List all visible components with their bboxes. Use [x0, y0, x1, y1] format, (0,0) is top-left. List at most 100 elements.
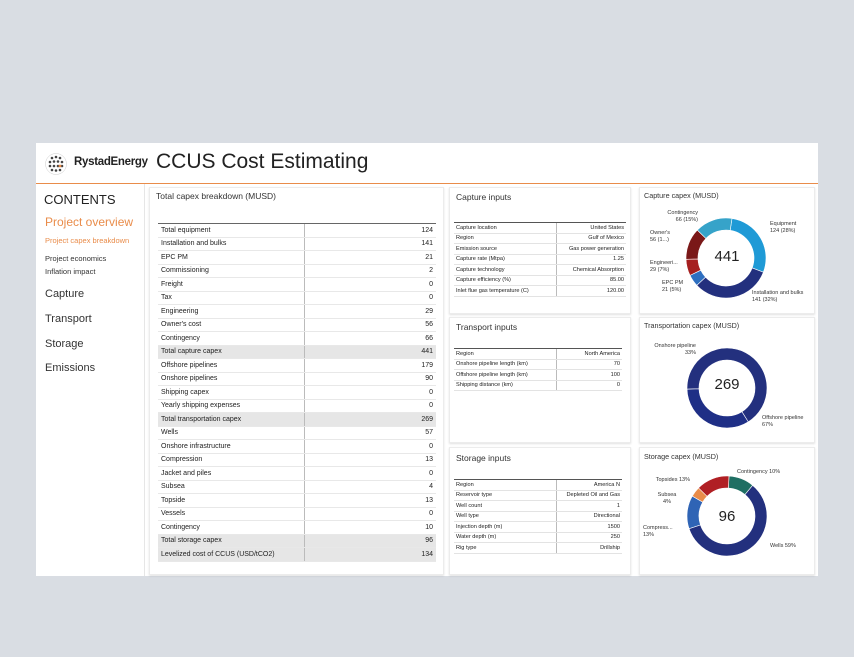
storage-inputs-table: Region America N Reservoir type Depleted Oi… — [454, 479, 622, 554]
row-label: Capture rate (Mtpa) — [454, 254, 557, 265]
row-label: Total capture capex — [158, 345, 305, 359]
row-label: Engineering — [158, 304, 305, 319]
nav-project-economics[interactable]: Project economics — [45, 254, 107, 263]
row-value: Gas power generation — [556, 243, 626, 255]
row-label: Capture efficiency (%) — [454, 275, 557, 286]
donut-slice — [696, 217, 733, 239]
table-row: Jacket and piles 0 — [158, 466, 436, 481]
row-label: EPC PM — [158, 250, 305, 265]
app-window: RystadEnergy CCUS Cost Estimating CONTEN… — [36, 143, 818, 576]
row-value: Drillship — [556, 542, 622, 554]
table-row: Well type Directional — [454, 511, 622, 522]
table-row: Emission source Gas power generation — [454, 243, 626, 255]
table-row: Capture efficiency (%) 85.00 — [454, 275, 626, 286]
row-label: Region — [454, 479, 557, 491]
contents-nav: CONTENTS Project overview Project capex … — [36, 184, 145, 576]
nav-storage[interactable]: Storage — [45, 338, 84, 350]
transport-capex-chart-panel: Transportation capex (MUSD) 269 Onshore … — [639, 317, 815, 443]
nav-project-overview[interactable]: Project overview — [45, 215, 134, 229]
header: RystadEnergy CCUS Cost Estimating — [36, 143, 818, 184]
table-row: Tax 0 — [158, 291, 436, 305]
row-label: Jacket and piles — [158, 466, 305, 481]
storage-capex-title: Storage capex (MUSD) — [644, 452, 719, 461]
nav-project-capex-breakdown[interactable]: Project capex breakdown — [45, 236, 130, 245]
row-value: 250 — [556, 532, 622, 543]
row-label: Total transportation capex — [158, 412, 305, 427]
label-installation: Installation and bulks 141 (32%) — [752, 290, 804, 303]
row-label: Installation and bulks — [158, 237, 305, 251]
row-value: 13 — [304, 453, 436, 467]
label-storage-contingency: Contingency 10% — [737, 469, 781, 475]
row-value: 0 — [304, 399, 436, 413]
nav-capture[interactable]: Capture — [45, 288, 85, 300]
table-row: Total equipment 124 — [158, 223, 436, 238]
capex-breakdown-panel: Total capex breakdown (MUSD) Total equip… — [149, 187, 444, 575]
row-label: Onshore pipeline length (km) — [454, 359, 557, 370]
row-value: Directional — [556, 511, 622, 522]
storage-inputs-panel: Storage inputs Region America N Reservoir … — [449, 447, 631, 575]
row-value: 124 — [304, 223, 436, 238]
transport-inputs-table: Region North America Onshore pipeline leng… — [454, 348, 622, 391]
row-label: Shipping capex — [158, 385, 305, 400]
rystad-logo-icon — [45, 153, 67, 175]
row-label: Total equipment — [158, 223, 305, 238]
table-row: Offshore pipelines 179 — [158, 358, 436, 373]
row-value: Depleted Oil and Gas — [556, 490, 622, 501]
table-row: Commissioning 2 — [158, 264, 436, 278]
row-label: Rig type — [454, 542, 557, 554]
row-value: 2 — [304, 264, 436, 278]
label-owners: Owner's 56 (1...) — [650, 230, 670, 243]
nav-emissions[interactable]: Emissions — [45, 362, 96, 374]
row-value: 10 — [304, 520, 436, 535]
row-value: 4 — [304, 480, 436, 494]
table-row: Capture technology Chemical Absorption — [454, 264, 626, 276]
table-row: Offshore pipeline length (km) 100 — [454, 369, 622, 381]
row-value: 96 — [304, 534, 436, 548]
row-value: 0 — [304, 439, 436, 454]
capture-capex-donut — [685, 217, 767, 299]
table-row: Inlet flue gas temperature (C) 120.00 — [454, 285, 626, 297]
table-row: Owner's cost 56 — [158, 318, 436, 332]
row-value: 441 — [304, 345, 436, 359]
row-value: 66 — [304, 331, 436, 346]
row-value: 1500 — [556, 521, 622, 533]
table-row: Yearly shipping expenses 0 — [158, 399, 436, 413]
table-row: Contingency 66 — [158, 331, 436, 346]
capex-breakdown-title: Total capex breakdown (MUSD) — [156, 191, 276, 201]
table-row: Onshore pipelines 90 — [158, 372, 436, 386]
table-row: Total capture capex 441 — [158, 345, 436, 359]
row-label: Levelized cost of CCUS (USD/tCO2) — [158, 547, 305, 562]
row-label: Freight — [158, 277, 305, 292]
row-value: 70 — [556, 359, 622, 370]
row-label: Inlet flue gas temperature (C) — [454, 285, 557, 297]
row-value: 13 — [304, 493, 436, 508]
row-value: Chemical Absorption — [556, 264, 626, 276]
table-row: Installation and bulks 141 — [158, 237, 436, 251]
nav-inflation-impact[interactable]: Inflation impact — [45, 267, 96, 276]
row-value: 1 — [556, 500, 622, 512]
table-row: Region America N — [454, 479, 622, 491]
donut-slice — [686, 347, 768, 423]
storage-inputs-title: Storage inputs — [456, 453, 511, 463]
row-value: 0 — [304, 466, 436, 481]
table-row: Capture location United States — [454, 222, 626, 234]
capture-inputs-table: Capture location United States Region Gulf … — [454, 222, 626, 297]
contents-heading: CONTENTS — [44, 192, 116, 207]
row-label: Offshore pipeline length (km) — [454, 369, 557, 381]
table-row: Freight 0 — [158, 277, 436, 292]
row-label: Contingency — [158, 331, 305, 346]
table-row: Total storage capex 96 — [158, 534, 436, 548]
label-subsea: Subsea 4% — [657, 492, 677, 505]
table-row: Levelized cost of CCUS (USD/tCO2) 134 — [158, 547, 436, 562]
nav-transport[interactable]: Transport — [45, 313, 92, 325]
row-value: America N — [556, 479, 622, 491]
row-label: Subsea — [158, 480, 305, 494]
row-value: 29 — [304, 304, 436, 319]
label-epc-pm: EPC PM 21 (5%) — [662, 280, 684, 293]
row-value: 0 — [304, 291, 436, 305]
row-label: Reservoir type — [454, 490, 557, 501]
row-label: Compression — [158, 453, 305, 467]
row-value: 90 — [304, 372, 436, 386]
label-offshore-pipeline: Offshore pipeline 67% — [762, 415, 804, 428]
row-value: 269 — [304, 412, 436, 427]
